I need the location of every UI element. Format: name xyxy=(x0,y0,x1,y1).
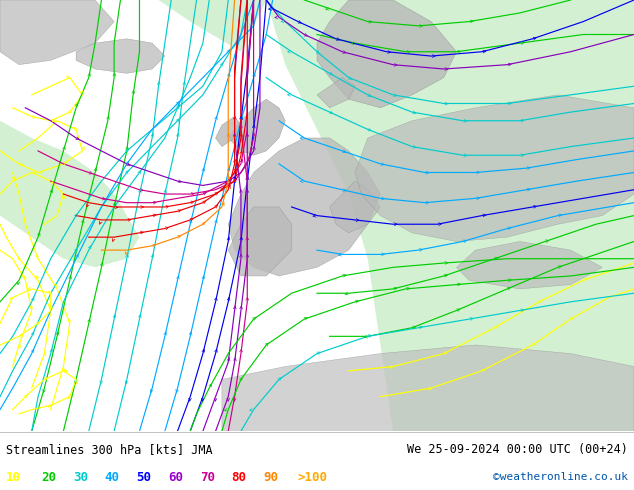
Text: ©weatheronline.co.uk: ©weatheronline.co.uk xyxy=(493,472,628,482)
Polygon shape xyxy=(330,181,380,233)
Polygon shape xyxy=(266,0,634,431)
Text: 70: 70 xyxy=(200,470,215,484)
Text: 50: 50 xyxy=(136,470,152,484)
Polygon shape xyxy=(0,0,114,65)
Text: 80: 80 xyxy=(231,470,247,484)
Text: We 25-09-2024 00:00 UTC (00+24): We 25-09-2024 00:00 UTC (00+24) xyxy=(407,443,628,456)
Text: 90: 90 xyxy=(263,470,278,484)
Polygon shape xyxy=(216,117,241,147)
Text: 40: 40 xyxy=(105,470,120,484)
Polygon shape xyxy=(228,207,292,276)
Polygon shape xyxy=(456,242,602,289)
Text: Streamlines 300 hPa [kts] JMA: Streamlines 300 hPa [kts] JMA xyxy=(6,443,213,456)
Text: 20: 20 xyxy=(41,470,56,484)
Polygon shape xyxy=(228,99,285,155)
Polygon shape xyxy=(222,345,634,431)
Text: >100: >100 xyxy=(298,470,328,484)
Polygon shape xyxy=(355,95,634,242)
Polygon shape xyxy=(0,121,139,268)
Text: 30: 30 xyxy=(73,470,88,484)
Polygon shape xyxy=(158,0,266,52)
Polygon shape xyxy=(76,39,165,74)
Polygon shape xyxy=(228,138,380,276)
Text: 10: 10 xyxy=(6,470,22,484)
Text: 60: 60 xyxy=(168,470,183,484)
Polygon shape xyxy=(317,0,456,108)
Polygon shape xyxy=(317,77,355,108)
